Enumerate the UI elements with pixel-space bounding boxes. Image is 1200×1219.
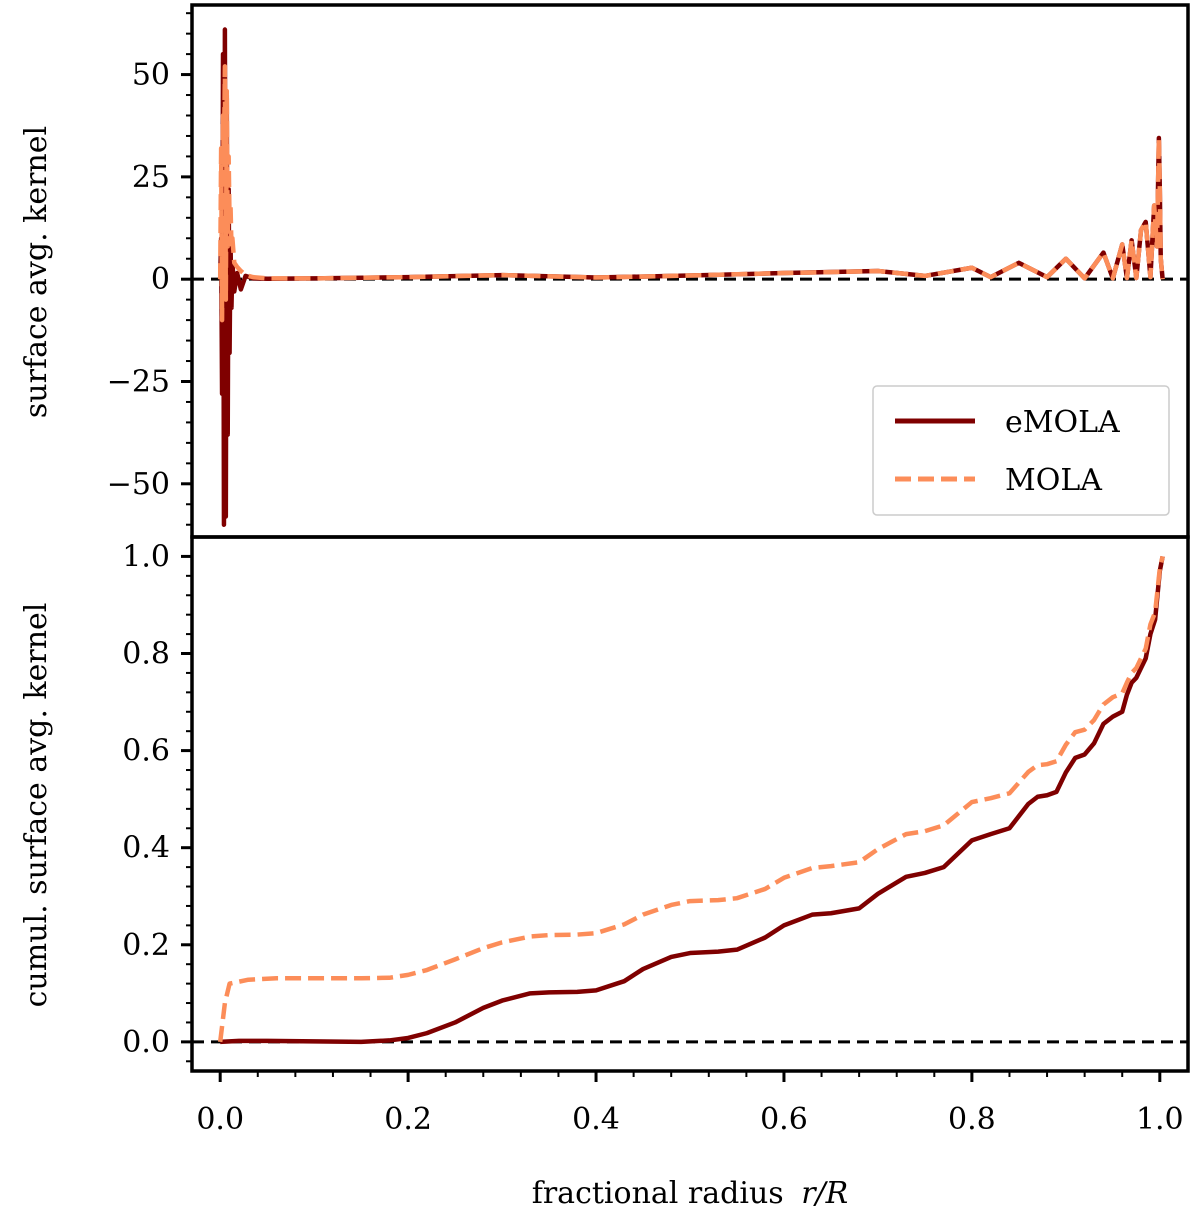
top-panel-y-tick-label: 50 (132, 58, 170, 93)
bottom-panel-y-tick-label: 0.0 (122, 1025, 170, 1060)
bottom-panel-x-tick-label: 0.4 (572, 1102, 620, 1137)
bottom-panel-x-tick-label: 0.8 (948, 1102, 996, 1137)
bottom-panel-x-tick-label: 0.0 (196, 1102, 244, 1137)
x-axis-label-math: r/R (801, 1176, 848, 1211)
top-y-axis-label: surface avg. kernel (19, 126, 54, 418)
top-panel-y-tick-label: −50 (107, 467, 170, 502)
top-panel-y-tick-label: 25 (132, 160, 170, 195)
legend-label-mola: MOLA (1005, 463, 1102, 498)
bottom-panel-series-mola (217, 555, 1165, 1043)
top-panel: −50 −25 0 25 50 (107, 3, 1190, 539)
bottom-panel-series-group (217, 555, 1165, 1045)
bottom-panel-x-tick-label: 1.0 (1136, 1102, 1184, 1137)
x-axis-label-text: fractional radius (532, 1176, 784, 1211)
legend: eMOLA MOLA (872, 385, 1170, 516)
top-panel-y-tick-label: 0 (151, 262, 170, 297)
bottom-panel-y-tick-label: 0.2 (122, 928, 170, 963)
bottom-y-axis-label: cumul. surface avg. kernel (19, 603, 54, 1008)
bottom-panel-x-tick-label: 0.2 (384, 1102, 432, 1137)
top-panel-series-group (217, 27, 1165, 527)
top-panel-series-mola (217, 64, 1165, 323)
bottom-panel-y-tick-label: 0.6 (122, 734, 170, 769)
bottom-panel-frame (190, 535, 1190, 1073)
bottom-panel-y-tick-label: 1.0 (122, 539, 170, 574)
bottom-panel-x-tick-label: 0.6 (760, 1102, 808, 1137)
bottom-panel-series-emola (220, 555, 1165, 1045)
bottom-panel-y-tick-label: 0.8 (122, 637, 170, 672)
x-axis-label: fractional radius r/R (532, 1176, 849, 1211)
legend-label-emola: eMOLA (1005, 405, 1120, 440)
bottom-panel-y-tick-label: 0.4 (122, 831, 170, 866)
bottom-panel: 0.0 0.2 0.4 0.6 0.8 1.0 0.0 0.2 0.4 0.6 0.8 1.0 (122, 535, 1190, 1137)
legend-box (872, 385, 1170, 516)
top-panel-y-tick-label: −25 (107, 364, 170, 399)
